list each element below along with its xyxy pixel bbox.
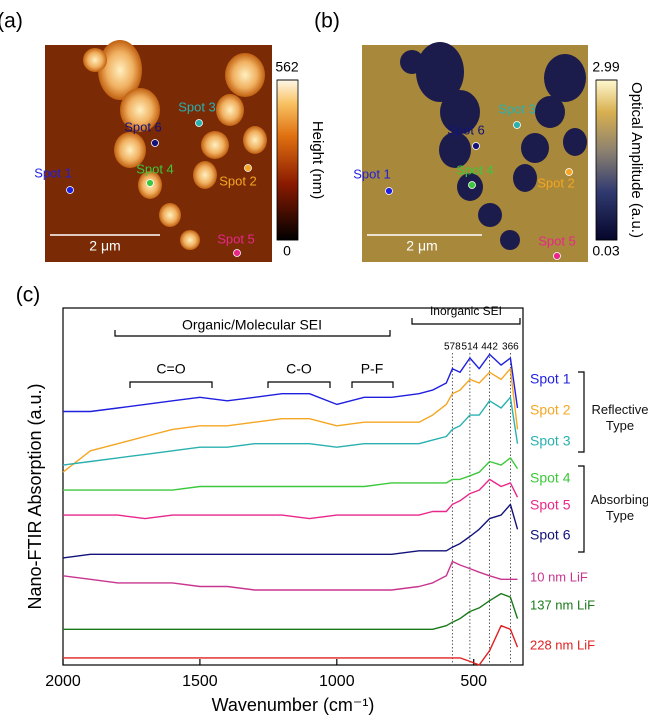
legend-label: Spot 6 (530, 527, 571, 543)
spectrum-line (63, 478, 519, 520)
colorbar-tick-label: 562 (275, 59, 299, 75)
spot-label: Spot 5 (538, 233, 576, 248)
annotation: C-O (286, 361, 312, 377)
x-tick-label: 1000 (319, 673, 355, 690)
spot-label: Spot 6 (447, 122, 485, 137)
spectrum-line (63, 625, 519, 666)
spectrum-line (62, 368, 519, 473)
colorbar-tick-label: 0.03 (592, 243, 619, 259)
x-axis-label: Wavenumber (cm⁻¹) (212, 695, 375, 715)
spot-marker (565, 168, 573, 176)
spot-label: Spot 4 (136, 161, 174, 176)
spot-marker (553, 252, 561, 260)
legend-label: Spot 3 (530, 433, 571, 449)
legend-label: Spot 2 (530, 402, 571, 418)
spot-label: Spot 3 (178, 99, 216, 114)
spot-label: Spot 1 (34, 165, 72, 180)
annotation: P-F (361, 361, 384, 377)
x-tick-label: 2000 (45, 673, 81, 690)
optical-image (362, 42, 588, 262)
y-axis-label: Nano-FTIR Absorption (a.u.) (25, 383, 45, 609)
spectrum-line (63, 457, 519, 491)
annotation: Inorganic SEI (430, 304, 502, 318)
spectrum-line (63, 353, 519, 413)
spot-marker (468, 181, 476, 189)
panel-label: (a) (0, 10, 23, 33)
panel-label: (b) (314, 10, 340, 33)
annotation: C=O (156, 361, 185, 377)
spot-label: Spot 4 (456, 162, 494, 177)
group-label: Reflective Type (591, 402, 648, 433)
afm-image (45, 40, 272, 262)
spot-label: Spot 1 (353, 166, 391, 181)
spot-label: Spot 5 (217, 231, 255, 246)
spot-marker (146, 179, 154, 187)
spot-marker (385, 187, 393, 195)
spot-marker (513, 121, 521, 129)
legend-label: Spot 1 (530, 371, 571, 387)
peak-label: 442 (481, 342, 498, 353)
x-tick-label: 500 (460, 673, 487, 690)
legend-label: Spot 5 (530, 497, 571, 513)
spectrum-line (62, 396, 519, 466)
spectrum-line (62, 503, 519, 559)
colorbar-label: Optical Amplitude (a.u.) (628, 82, 645, 238)
annotation: Organic/Molecular SEI (182, 317, 322, 333)
peak-label: 514 (462, 342, 479, 353)
scale-bar-label: 2 μm (406, 238, 437, 254)
spot-label: Spot 3 (498, 101, 536, 116)
spot-label: Spot 2 (219, 173, 257, 188)
spot-marker (66, 186, 74, 194)
spot-label: Spot 6 (124, 119, 162, 134)
brackets (114, 318, 585, 553)
legend-label: Spot 4 (530, 470, 571, 486)
peak-label: 366 (502, 342, 519, 353)
group-label: Absorbing Type (590, 492, 648, 523)
plot-frame (62, 307, 524, 666)
colorbar-tick-label: 0 (283, 243, 291, 259)
spot-marker (151, 139, 159, 147)
legend-label: 137 nm LiF (530, 597, 595, 612)
colorbar-tick-label: 2.99 (592, 59, 619, 75)
x-tick-label: 1500 (182, 673, 218, 690)
colorbar (276, 79, 299, 241)
spot-marker (233, 249, 241, 257)
panel-label: (c) (16, 284, 41, 307)
spectrum-line (62, 560, 518, 591)
colorbar-label: Height (nm) (309, 121, 326, 199)
peak-label: 578 (444, 342, 461, 353)
legend-label: 10 nm LiF (530, 569, 588, 584)
scale-bar-label: 2 μm (89, 238, 120, 254)
legend-label: 228 nm LiF (530, 637, 595, 652)
spot-marker (195, 119, 203, 127)
spot-marker (244, 164, 252, 172)
spot-label: Spot 2 (537, 175, 575, 190)
spot-marker (472, 142, 480, 150)
spectrum-line (63, 592, 519, 630)
colorbar (595, 79, 618, 241)
